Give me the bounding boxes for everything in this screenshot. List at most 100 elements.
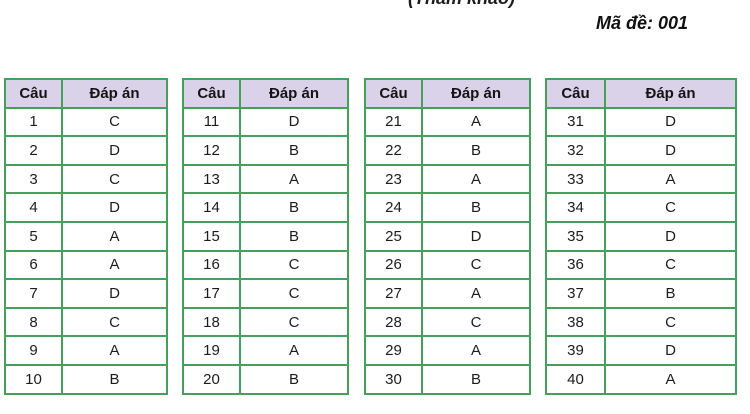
question-number-cell: 13 <box>182 163 241 195</box>
table-row: 23 A <box>364 163 531 195</box>
table-row: 34 C <box>545 192 737 223</box>
answer-letter-cell: A <box>421 335 531 366</box>
question-number-cell: 14 <box>182 192 241 223</box>
answer-letter-cell: D <box>61 278 168 309</box>
answer-table-4: Câu Đáp án 31 D 32 D 33 A 34 C 35 D 36 C 37 B 38 C 39 D 40… <box>545 78 737 395</box>
question-column-header: Câu <box>364 78 423 109</box>
answer-letter-cell: D <box>239 106 349 138</box>
answer-letter-cell: C <box>61 163 168 195</box>
question-number-cell: 29 <box>364 335 423 366</box>
answer-letter-cell: A <box>604 163 737 195</box>
question-number-cell: 31 <box>545 106 606 138</box>
table-row: 36 C <box>545 249 737 281</box>
table-row: 31 D <box>545 106 737 138</box>
answer-letter-cell: D <box>604 106 737 138</box>
question-column-header: Câu <box>545 78 606 109</box>
question-number-cell: 1 <box>4 106 63 138</box>
table-row: 35 D <box>545 220 737 252</box>
header-row: Câu Đáp án <box>4 78 168 109</box>
answer-column-header: Đáp án <box>61 78 168 109</box>
table-row: 22 B <box>364 135 531 166</box>
question-number-cell: 16 <box>182 249 241 281</box>
table-row: 25 D <box>364 220 531 252</box>
question-number-cell: 25 <box>364 220 423 252</box>
answer-tables-container: Câu Đáp án 1 C 2 D 3 C 4 D 5 A 6 A 7 D 8 C 9 A 10 B Câu Đáp… <box>4 78 737 395</box>
answer-table-3: Câu Đáp án 21 A 22 B 23 A 24 B 25 D 26 C 27 A 28 C 29 A 30… <box>364 78 531 395</box>
question-number-cell: 27 <box>364 278 423 309</box>
header-row: Câu Đáp án <box>364 78 531 109</box>
answer-letter-cell: C <box>604 306 737 338</box>
table-row: 10 B <box>4 363 168 395</box>
answer-letter-cell: A <box>239 163 349 195</box>
answer-letter-cell: C <box>239 249 349 281</box>
table-row: 37 B <box>545 278 737 309</box>
answer-column-header: Đáp án <box>604 78 737 109</box>
table-row: 21 A <box>364 106 531 138</box>
answer-table-2: Câu Đáp án 11 D 12 B 13 A 14 B 15 B 16 C 17 C 18 C 19 A 20… <box>182 78 349 395</box>
header-row: Câu Đáp án <box>545 78 737 109</box>
answer-letter-cell: A <box>421 278 531 309</box>
answer-letter-cell: A <box>61 335 168 366</box>
table-row: 15 B <box>182 220 349 252</box>
table-row: 13 A <box>182 163 349 195</box>
table-row: 24 B <box>364 192 531 223</box>
answer-letter-cell: D <box>61 192 168 223</box>
question-column-header: Câu <box>4 78 63 109</box>
question-number-cell: 37 <box>545 278 606 309</box>
answer-letter-cell: A <box>421 163 531 195</box>
question-number-cell: 10 <box>4 363 63 395</box>
question-number-cell: 20 <box>182 363 241 395</box>
question-number-cell: 9 <box>4 335 63 366</box>
answer-column-header: Đáp án <box>421 78 531 109</box>
question-number-cell: 6 <box>4 249 63 281</box>
table-row: 14 B <box>182 192 349 223</box>
question-number-cell: 18 <box>182 306 241 338</box>
question-number-cell: 5 <box>4 220 63 252</box>
answer-letter-cell: A <box>604 363 737 395</box>
question-number-cell: 15 <box>182 220 241 252</box>
answer-letter-cell: B <box>421 363 531 395</box>
answer-letter-cell: C <box>239 306 349 338</box>
question-column-header: Câu <box>182 78 241 109</box>
answer-letter-cell: B <box>239 220 349 252</box>
table-row: 17 C <box>182 278 349 309</box>
question-number-cell: 21 <box>364 106 423 138</box>
answer-letter-cell: A <box>61 220 168 252</box>
answer-letter-cell: D <box>604 220 737 252</box>
question-number-cell: 4 <box>4 192 63 223</box>
table-row: 16 C <box>182 249 349 281</box>
answer-letter-cell: B <box>421 192 531 223</box>
question-number-cell: 26 <box>364 249 423 281</box>
question-number-cell: 36 <box>545 249 606 281</box>
question-number-cell: 7 <box>4 278 63 309</box>
answer-letter-cell: D <box>421 220 531 252</box>
table-row: 19 A <box>182 335 349 366</box>
question-number-cell: 38 <box>545 306 606 338</box>
answer-letter-cell: B <box>239 192 349 223</box>
table-row: 32 D <box>545 135 737 166</box>
question-number-cell: 19 <box>182 335 241 366</box>
table-row: 12 B <box>182 135 349 166</box>
answer-letter-cell: C <box>239 278 349 309</box>
exam-code-label: Mã đề: 001 <box>596 13 689 33</box>
question-number-cell: 17 <box>182 278 241 309</box>
question-number-cell: 22 <box>364 135 423 166</box>
answer-letter-cell: B <box>239 135 349 166</box>
question-number-cell: 32 <box>545 135 606 166</box>
answer-letter-cell: C <box>421 306 531 338</box>
question-number-cell: 33 <box>545 163 606 195</box>
table-row: 27 A <box>364 278 531 309</box>
answer-letter-cell: A <box>421 106 531 138</box>
question-number-cell: 34 <box>545 192 606 223</box>
question-number-cell: 11 <box>182 106 241 138</box>
answer-letter-cell: A <box>239 335 349 366</box>
answer-letter-cell: C <box>61 306 168 338</box>
